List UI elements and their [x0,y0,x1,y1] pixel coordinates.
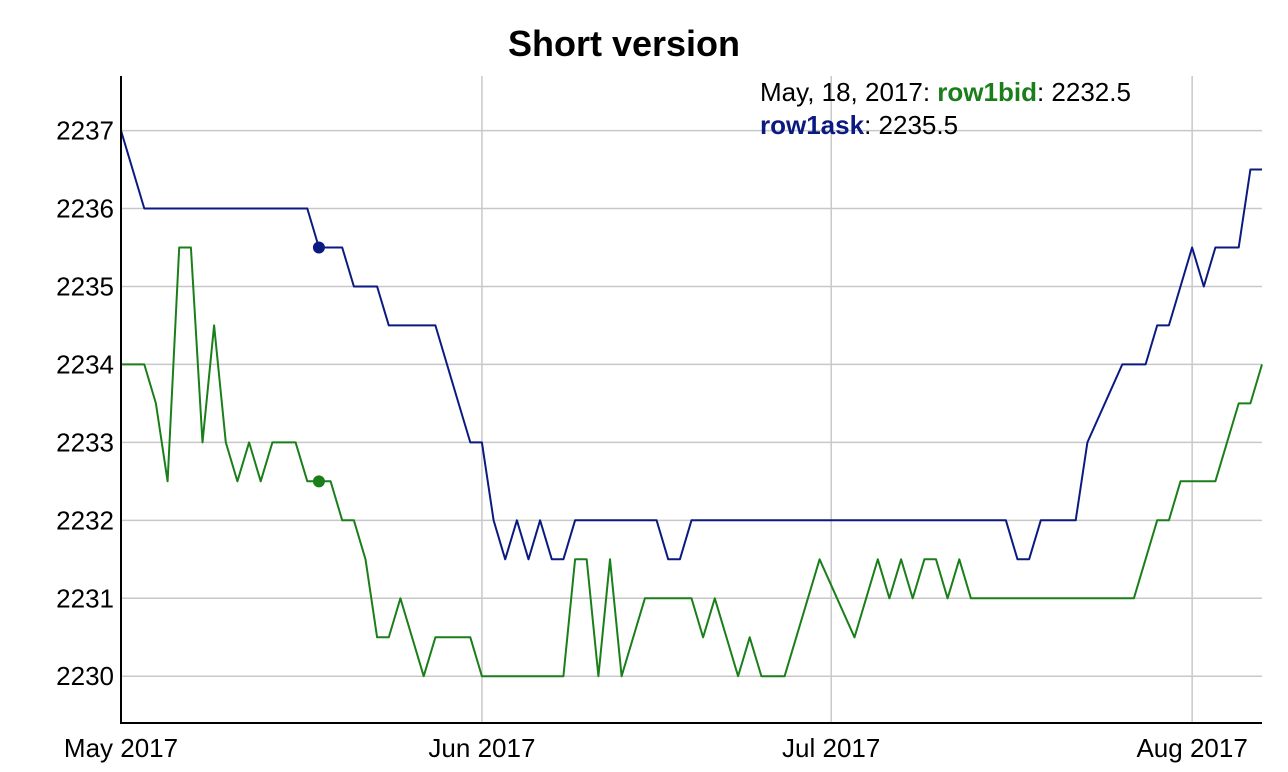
x-tick-label: Aug 2017 [1136,733,1247,763]
grid [121,76,1262,723]
highlight-markers [312,241,325,488]
y-tick-label: 2231 [56,583,114,613]
y-tick-label: 2230 [56,661,114,691]
x-tick-label: May 2017 [64,733,178,763]
x-tick-label: Jun 2017 [428,733,535,763]
legend-series-name-row1ask: row1ask [760,110,865,140]
y-tick-label: 2234 [56,349,114,379]
series-lines [120,130,1263,678]
y-tick-label: 2232 [56,505,114,535]
chart-title: Short version [508,23,740,64]
series-line-row1ask [120,130,1262,561]
y-tick-label: 2233 [56,427,114,457]
legend-line-2: row1ask: 2235.5 [760,110,958,140]
y-tick-labels: 2230 2231 2232 2233 2234 2235 2236 2237 [56,116,114,692]
legend-value-row1bid: 2232.5 [1051,77,1131,107]
legend-date: May, 18, 2017: [760,77,937,107]
series-line-row1bid [121,246,1263,678]
legend-separator: : [1037,77,1051,107]
x-tick-label: Jul 2017 [782,733,880,763]
y-tick-label: 2236 [56,194,114,224]
legend-separator: : [864,110,878,140]
x-tick-labels: May 2017 Jun 2017 Jul 2017 Aug 2017 [64,733,1248,763]
legend-value-row1ask: 2235.5 [879,110,959,140]
y-tick-label: 2235 [56,271,114,301]
legend-series-name-row1bid: row1bid [937,77,1037,107]
legend: May, 18, 2017: row1bid: 2232.5 row1ask: … [760,77,1131,140]
legend-line-1: May, 18, 2017: row1bid: 2232.5 [760,77,1131,107]
y-tick-label: 2237 [56,116,114,146]
highlight-point-row1bid [312,475,325,488]
highlight-point-row1ask [312,241,325,254]
